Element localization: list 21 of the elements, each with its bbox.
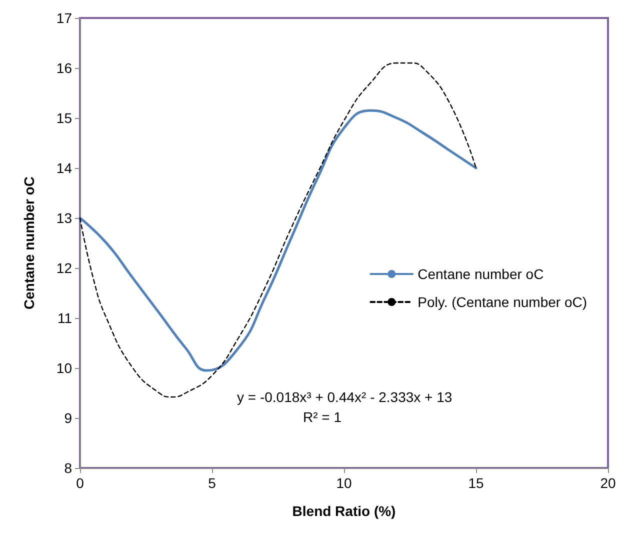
- x-tick-label: 20: [600, 475, 616, 491]
- x-tick-label: 0: [76, 475, 84, 491]
- y-tick-label: 16: [56, 60, 72, 76]
- annotation: y = -0.018x³ + 0.44x² - 2.333x + 13: [237, 389, 452, 405]
- x-tick-label: 10: [336, 475, 352, 491]
- y-tick-label: 9: [64, 410, 72, 426]
- y-tick-label: 14: [56, 160, 72, 176]
- x-tick-label: 5: [208, 475, 216, 491]
- x-tick-label: 15: [468, 475, 484, 491]
- y-tick-label: 17: [56, 10, 72, 26]
- y-tick-label: 12: [56, 260, 72, 276]
- y-tick-label: 8: [64, 460, 72, 476]
- x-axis-title: Blend Ratio (%): [292, 503, 396, 519]
- y-tick-label: 13: [56, 210, 72, 226]
- y-axis-title: Centane number oC: [21, 176, 37, 310]
- y-tick-label: 10: [56, 360, 72, 376]
- legend-label: Centane number oC: [418, 266, 544, 282]
- annotation: R² = 1: [303, 409, 342, 425]
- y-tick-label: 15: [56, 110, 72, 126]
- legend-label: Poly. (Centane number oC): [418, 294, 587, 310]
- y-tick-label: 11: [57, 310, 72, 326]
